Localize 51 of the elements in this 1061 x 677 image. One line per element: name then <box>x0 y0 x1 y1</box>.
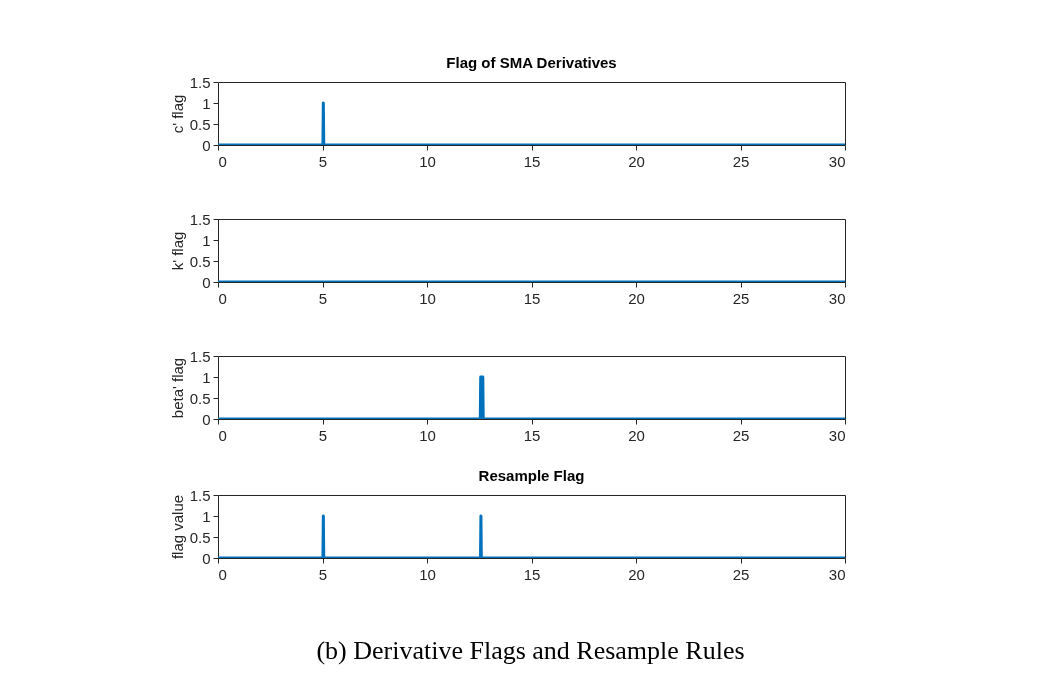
x-tick-label: 0 <box>218 426 227 444</box>
x-tick-label: 10 <box>419 565 436 583</box>
y-tick-label: 1.5 <box>189 73 211 91</box>
chart-title: Flag of SMA Derivatives <box>446 54 617 71</box>
x-tick-label: 20 <box>628 152 645 170</box>
y-axis-title: beta' flag <box>168 357 186 419</box>
y-axis-title: flag value <box>168 494 186 560</box>
x-tick-label: 20 <box>628 289 645 307</box>
x-tick-label: 10 <box>419 152 436 170</box>
x-tick-label: 15 <box>523 426 541 444</box>
y-axis-title: k' flag <box>168 231 186 271</box>
y-tick-label: 0.5 <box>189 528 211 546</box>
x-tick-label: 20 <box>628 565 645 583</box>
y-tick-label: 1.5 <box>189 486 211 504</box>
y-tick-label: 1.5 <box>189 347 211 365</box>
y-tick-label: 0 <box>202 136 211 154</box>
x-tick-label: 5 <box>318 289 328 307</box>
x-tick-label: 15 <box>523 289 541 307</box>
x-tick-label: 0 <box>218 152 227 170</box>
y-tick-label: 0.5 <box>189 252 211 270</box>
x-tick-label: 20 <box>628 426 645 444</box>
x-tick-label: 25 <box>732 152 750 170</box>
x-tick-label: 0 <box>218 289 227 307</box>
text: (b) Derivative Flags and Resample Rules <box>315 636 746 666</box>
y-tick-label: 0.5 <box>189 389 211 407</box>
x-tick-label: 15 <box>523 565 541 583</box>
y-tick-label: 0 <box>202 273 211 291</box>
x-tick-label: 10 <box>419 426 436 444</box>
x-tick-label: 5 <box>318 426 328 444</box>
y-tick-label: 1 <box>202 368 211 386</box>
x-tick-label: 5 <box>318 152 328 170</box>
y-tick-label: 1.5 <box>189 210 211 228</box>
x-tick-label: 5 <box>318 565 328 583</box>
y-tick-label: 1 <box>202 231 211 249</box>
y-tick-label: 1 <box>202 94 211 112</box>
x-tick-label: 30 <box>828 426 846 444</box>
x-tick-label: 30 <box>828 152 846 170</box>
x-tick-label: 0 <box>218 565 227 583</box>
x-tick-label: 15 <box>523 152 541 170</box>
y-tick-label: 1 <box>202 507 211 525</box>
x-tick-label: 30 <box>828 565 846 583</box>
x-tick-label: 25 <box>732 565 750 583</box>
y-tick-label: 0 <box>202 410 211 428</box>
y-tick-label: 0.5 <box>189 115 211 133</box>
x-tick-label: 10 <box>419 289 436 307</box>
chart-title: Resample Flag <box>478 467 585 484</box>
y-tick-label: 0 <box>202 549 211 567</box>
x-tick-label: 30 <box>828 289 846 307</box>
x-tick-label: 25 <box>732 426 750 444</box>
y-axis-title: c' flag <box>168 94 186 134</box>
x-tick-label: 25 <box>732 289 750 307</box>
